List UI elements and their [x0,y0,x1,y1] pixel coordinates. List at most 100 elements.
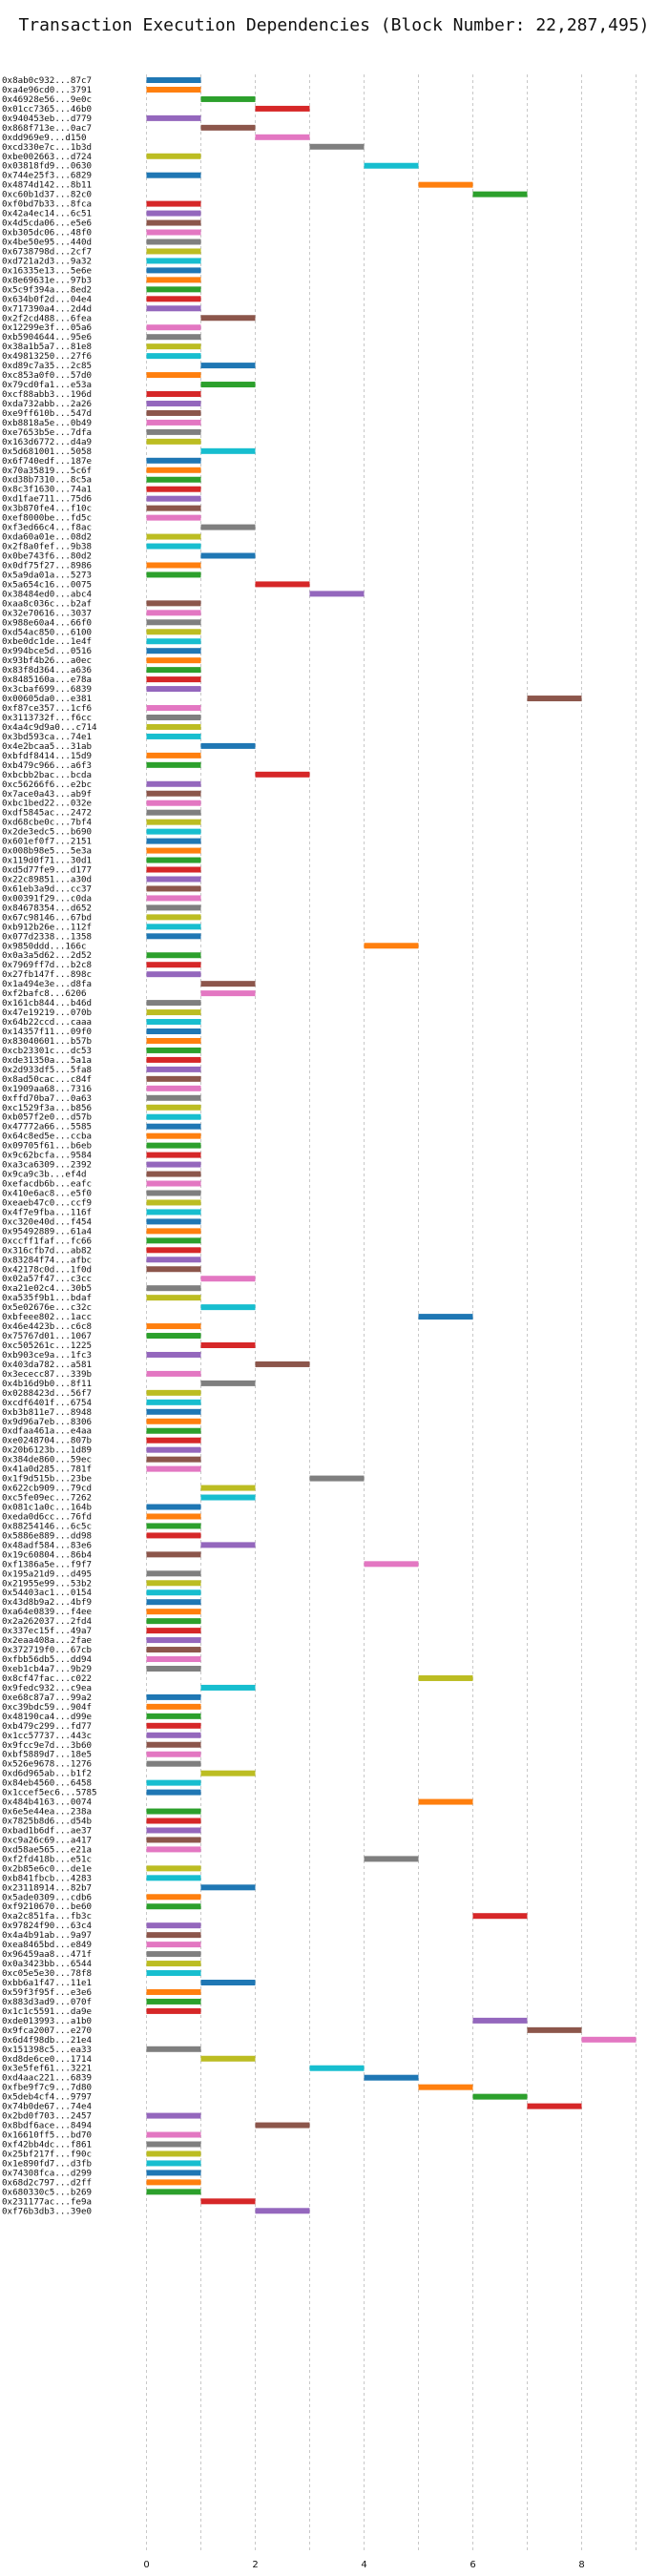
dependency-bar [200,363,256,369]
transaction-label: 0xc05e5e30...78f8 [2,1968,92,1979]
transaction-label: 0x3b870fe4...f10c [2,504,92,514]
bar-series [146,77,637,2214]
transaction-label: 0x2b85e6c0...de1e [2,1863,92,1874]
transaction-label: 0x868f713e...0ac7 [2,123,92,134]
dependency-bar [309,143,365,150]
dependency-bar [146,1647,201,1653]
transaction-label: 0x4874d142...8b11 [2,180,92,191]
transaction-label: 0xa535f9b1...bdaf [2,1293,92,1303]
dependency-bar [146,1047,201,1053]
transaction-label: 0x484b4163...0074 [2,1797,93,1808]
transaction-label: 0x41a0d285...781f [2,1465,92,1475]
dependency-bar [146,1199,201,1206]
transaction-label: 0xde31350a...5a1a [2,1055,92,1066]
transaction-label: 0xea8465bd...e849 [2,1940,92,1950]
transaction-label: 0xcb23301c...dc53 [2,1046,92,1056]
dependency-bar [146,286,201,293]
dependency-bar [200,990,256,997]
dependency-bar [146,495,201,502]
dependency-bar [146,1190,201,1196]
transaction-label: 0x3ececc87...339b [2,1369,92,1380]
transaction-label: 0x46e4423b...c6c8 [2,1321,92,1332]
transaction-label: 0xe9ff610b...547d [2,408,92,419]
transaction-label: 0xfbe9f7c9...7d80 [2,2083,92,2093]
transaction-label: 0xffd70ba7...0a63 [2,1093,92,1104]
transaction-label: 0xc39bdc59...904f [2,1702,92,1713]
dependency-bar [200,552,256,559]
transaction-label: 0x2f2cd488...6fea [2,313,92,323]
transaction-label: 0x1909aa68...7316 [2,1084,92,1094]
dependency-bar [146,1903,201,1910]
dependency-bar [146,1827,201,1834]
transaction-label: 0x09705f61...b6eb [2,1141,92,1152]
dependency-bar [146,924,201,930]
transaction-label: 0xbad1b6df...ae37 [2,1825,92,1836]
dependency-bar [146,895,201,902]
transaction-label: 0x9fcc9e7d...3b60 [2,1740,92,1751]
transaction-label: 0xcf88abb3...196d [2,389,92,400]
transaction-label: 0x0a3a5d62...2d52 [2,950,92,961]
dependency-bar [472,2017,528,2024]
transaction-label: 0xefacdb6b...eafc [2,1179,92,1190]
dependency-bar [146,619,201,626]
chart-title: Transaction Execution Dependencies (Bloc… [18,15,649,35]
transaction-label: 0xa21e02c4...30b5 [2,1283,92,1294]
dependency-bar [146,219,201,226]
transaction-label: 0x1cc57737...443c [2,1731,92,1741]
dependency-bar [146,752,201,758]
transaction-label: 0x00391f29...c0da [2,893,92,904]
transaction-label: 0x00605da0...e381 [2,694,92,704]
dependency-bar [146,1295,201,1301]
transaction-label: 0x01cc7365...46b0 [2,104,92,114]
dependency-bar [146,733,201,739]
dependency-bar [146,229,201,236]
transaction-label: 0x163d6772...d4a9 [2,437,92,447]
dependency-bar [146,210,201,217]
dependency-bar [255,1361,310,1367]
dependency-bar [146,562,201,569]
dependency-bar [146,486,201,492]
dependency-bar [146,876,201,883]
transaction-label: 0xdfaa461a...e4aa [2,1426,92,1437]
transaction-label: 0xe68c87a7...99a2 [2,1693,92,1703]
dependency-bar [364,1856,419,1862]
transaction-label: 0xccff1faf...fc66 [2,1236,92,1246]
transaction-label: 0x8ad50cac...c84f [2,1074,92,1085]
dependency-bar [200,1542,256,1548]
dependency-bar [146,780,201,787]
dependency-bar [146,1656,201,1663]
transaction-label: 0x47e19219...070b [2,1008,92,1018]
transaction-label: 0x7969ff7d...b2c8 [2,960,92,970]
transaction-label: 0xd721a2d3...9a32 [2,256,92,266]
dependency-bar [146,1257,201,1263]
transaction-label: 0x5a9da01a...5273 [2,570,92,580]
transaction-label: 0x7ace0a43...ab9f [2,789,92,800]
transaction-label: 0x372719f0...67cb [2,1645,92,1655]
transaction-label: 0x4a4b91ab...9a97 [2,1930,92,1941]
transaction-label: 0x83f8d364...a636 [2,665,92,675]
dependency-bar [146,1665,201,1672]
transaction-label: 0x49813250...27f6 [2,351,92,362]
transaction-label: 0x43d8b9a2...4bf9 [2,1597,92,1608]
dependency-bar [146,809,201,816]
dependency-bar [146,2150,201,2157]
transaction-label: 0x74b0de67...74e4 [2,2102,93,2112]
x-tick-label: 0 [143,2560,149,2570]
dependency-bar [364,943,419,949]
dependency-bar [146,1333,201,1340]
dependency-bar [472,2093,528,2100]
transaction-label: 0xb057f2e0...d57b [2,1112,92,1123]
dependency-bar [146,200,201,207]
transaction-label: 0x83040601...b57b [2,1036,92,1047]
transaction-label: 0x88254146...6c5c [2,1521,92,1531]
dependency-bar [146,248,201,255]
dependency-bar [146,258,201,264]
dependency-bar [146,1389,201,1396]
dependency-bar [255,771,310,778]
dependency-bar [200,981,256,987]
dependency-bar [364,162,419,169]
transaction-label: 0x68d2c797...d2ff [2,2177,92,2188]
dependency-bar [146,705,201,712]
dependency-bar [146,1779,201,1786]
dependency-bar [200,742,256,749]
